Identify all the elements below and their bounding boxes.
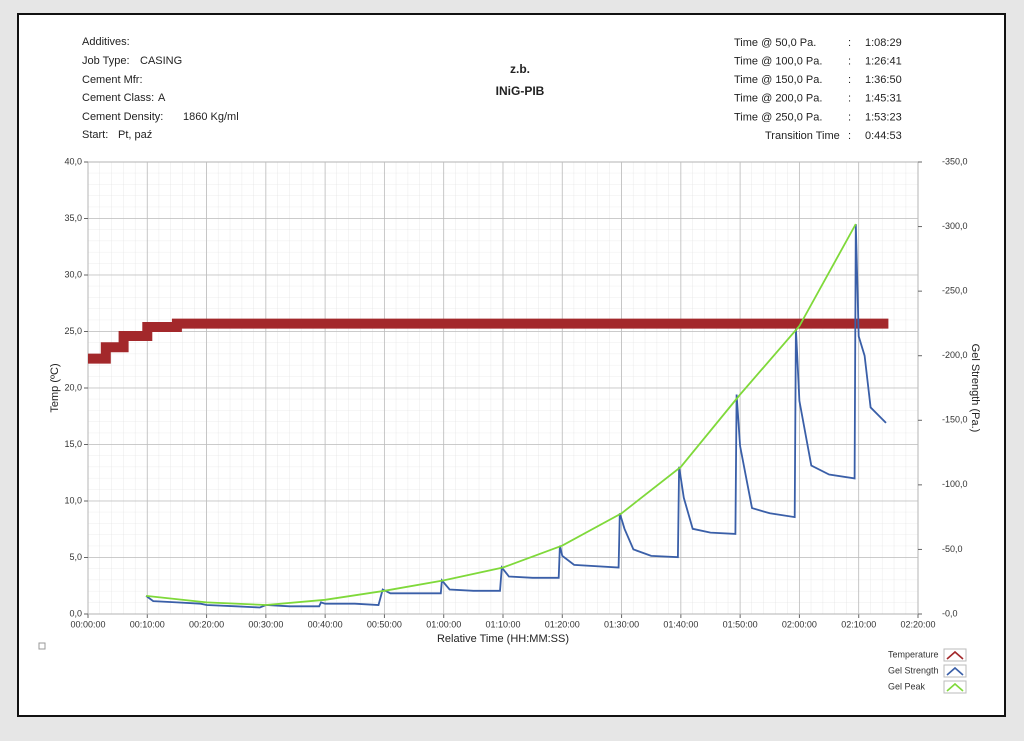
time-label: Time @ 150,0 Pa. — [734, 74, 822, 86]
legend-label: Gel Strength — [888, 665, 939, 675]
legend-swatch — [943, 680, 967, 694]
legend-label: Gel Peak — [888, 681, 926, 691]
separator: : — [848, 56, 851, 68]
y2-tick-label: -100,0 — [942, 479, 968, 489]
y-tick-label: 0,0 — [69, 608, 82, 618]
series-line — [146, 223, 857, 606]
legend-label: Temperature — [888, 649, 939, 659]
x-tick-label: 01:00:00 — [426, 619, 461, 629]
x-tick-label: 01:10:00 — [485, 619, 520, 629]
y2-tick-label: -200,0 — [942, 350, 968, 360]
y2-tick-label: -50,0 — [942, 544, 963, 554]
legend-swatch — [943, 664, 967, 678]
header-label: Start: — [82, 129, 108, 141]
y2-tick-label: -150,0 — [942, 415, 968, 425]
time-label: Time @ 100,0 Pa. — [734, 56, 822, 68]
y-tick-label: 30,0 — [64, 269, 82, 279]
header-label: Job Type: — [82, 55, 130, 67]
y-tick-label: 15,0 — [64, 439, 82, 449]
y2-axis-label: Gel Strength (Pa.) — [969, 344, 981, 433]
header-value: Pt, paź — [118, 129, 152, 141]
header-label: Cement Density: — [82, 111, 163, 123]
y-tick-label: 20,0 — [64, 382, 82, 392]
time-value: 1:26:41 — [865, 56, 902, 68]
x-tick-label: 01:30:00 — [604, 619, 639, 629]
x-tick-label: 02:00:00 — [782, 619, 817, 629]
x-tick-label: 00:10:00 — [130, 619, 165, 629]
x-tick-label: 00:00:00 — [70, 619, 105, 629]
y2-tick-label: -350,0 — [942, 156, 968, 166]
x-tick-label: 00:50:00 — [367, 619, 402, 629]
marker — [38, 642, 46, 650]
y-tick-label: 25,0 — [64, 326, 82, 336]
time-label: Time @ 250,0 Pa. — [734, 111, 822, 123]
time-value: 0:44:53 — [865, 130, 902, 142]
y-tick-label: 10,0 — [64, 495, 82, 505]
y-axis-label: Temp (ºC) — [49, 363, 61, 412]
header-subtitle: INiG-PIB — [496, 84, 545, 98]
header-title: z.b. — [510, 62, 530, 76]
y-tick-label: 35,0 — [64, 213, 82, 223]
time-value: 1:08:29 — [865, 37, 902, 49]
x-tick-label: 02:10:00 — [841, 619, 876, 629]
time-value: 1:45:31 — [865, 93, 902, 105]
x-tick-label: 01:40:00 — [663, 619, 698, 629]
x-tick-label: 00:30:00 — [248, 619, 283, 629]
legend-icon — [946, 650, 964, 660]
y-tick-label: 5,0 — [69, 552, 82, 562]
separator: : — [848, 93, 851, 105]
legend-icon — [946, 666, 964, 676]
series-line — [145, 223, 887, 609]
time-value: 1:36:50 — [865, 74, 902, 86]
series-line — [88, 318, 889, 364]
header-label: Additives: — [82, 36, 130, 48]
header-label: Cement Class: — [82, 92, 154, 104]
header-value: A — [158, 92, 166, 104]
y2-tick-label: -300,0 — [942, 221, 968, 231]
time-value: 1:53:23 — [865, 111, 902, 123]
legend-icon — [946, 682, 964, 692]
time-label: Transition Time — [765, 130, 840, 142]
x-tick-label: 00:20:00 — [189, 619, 224, 629]
x-axis-label: Relative Time (HH:MM:SS) — [437, 633, 569, 645]
x-tick-label: 01:50:00 — [723, 619, 758, 629]
header-value: CASING — [140, 55, 182, 67]
y2-tick-label: -0,0 — [942, 608, 958, 618]
separator: : — [848, 111, 851, 123]
time-label: Time @ 50,0 Pa. — [734, 37, 816, 49]
y-tick-label: 40,0 — [64, 156, 82, 166]
separator: : — [848, 74, 851, 86]
x-tick-label: 02:20:00 — [900, 619, 935, 629]
x-tick-label: 01:20:00 — [545, 619, 580, 629]
separator: : — [848, 130, 851, 142]
header-label: Cement Mfr: — [82, 74, 143, 86]
time-label: Time @ 200,0 Pa. — [734, 93, 822, 105]
separator: : — [848, 37, 851, 49]
y2-tick-label: -250,0 — [942, 286, 968, 296]
legend-swatch — [943, 648, 967, 662]
header-value: 1860 Kg/ml — [183, 111, 239, 123]
x-tick-label: 00:40:00 — [308, 619, 343, 629]
